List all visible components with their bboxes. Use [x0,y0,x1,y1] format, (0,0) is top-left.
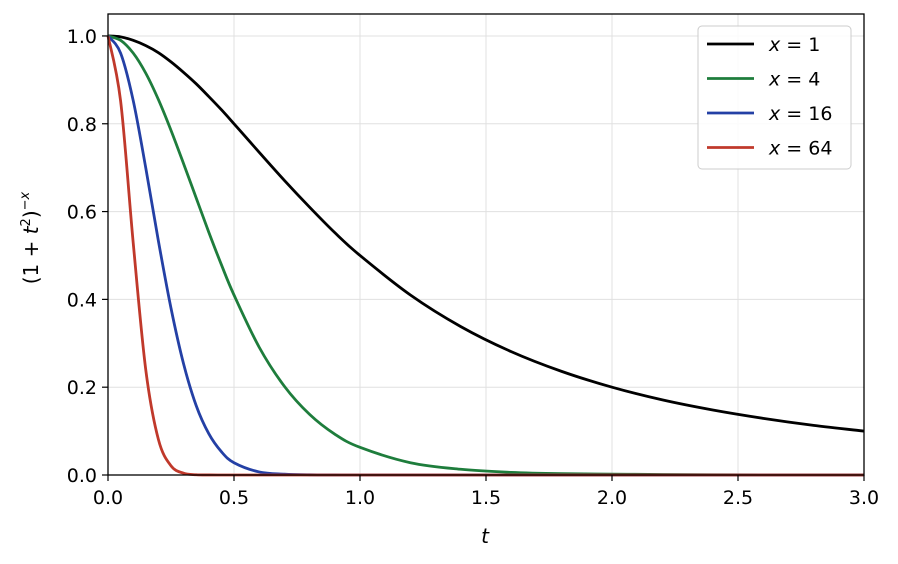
y-tick-label: 0.0 [67,465,97,487]
x-tick-label: 1.5 [471,487,501,509]
y-axis-label: (1 + t2)−x [18,191,43,284]
legend-label-2: x = 4 [768,69,820,91]
x-axis-label: t [481,524,490,548]
series-line-1 [107,34,865,433]
x-tick-label: 1.0 [345,487,375,509]
y-axis-label-open: (1 + [19,234,43,284]
y-axis-label-t-exp: 2 [19,218,34,226]
y-axis-label-exp-var: x [18,191,33,200]
x-tick-label: 0.5 [219,487,249,509]
y-axis-label-close: ) [19,210,43,218]
legend-label-1: x = 1 [768,34,820,56]
legend-box [697,25,852,170]
y-tick-label: 0.6 [67,202,97,224]
axis-ticks: 0.0 0.5 1.0 1.5 2.0 2.5 3.0 0.0 0.2 0.4 0.6 0.8 1.0 [67,26,879,509]
x-tick-label: 3.0 [849,487,879,509]
y-tick-label: 0.4 [67,289,97,311]
y-tick-label: 0.2 [67,377,97,399]
y-axis-label-exp-sign: − [18,199,33,210]
y-tick-label: 0.8 [67,114,97,136]
legend-label-3: x = 16 [768,103,832,125]
legend: x = 1 x = 4 x = 16 x = 64 [697,25,852,170]
y-axis-label-t: t [19,225,43,234]
y-tick-label: 1.0 [67,26,97,48]
legend-label-4: x = 64 [768,138,832,160]
x-tick-label: 0.0 [93,487,123,509]
x-tick-label: 2.0 [597,487,627,509]
x-tick-label: 2.5 [723,487,753,509]
